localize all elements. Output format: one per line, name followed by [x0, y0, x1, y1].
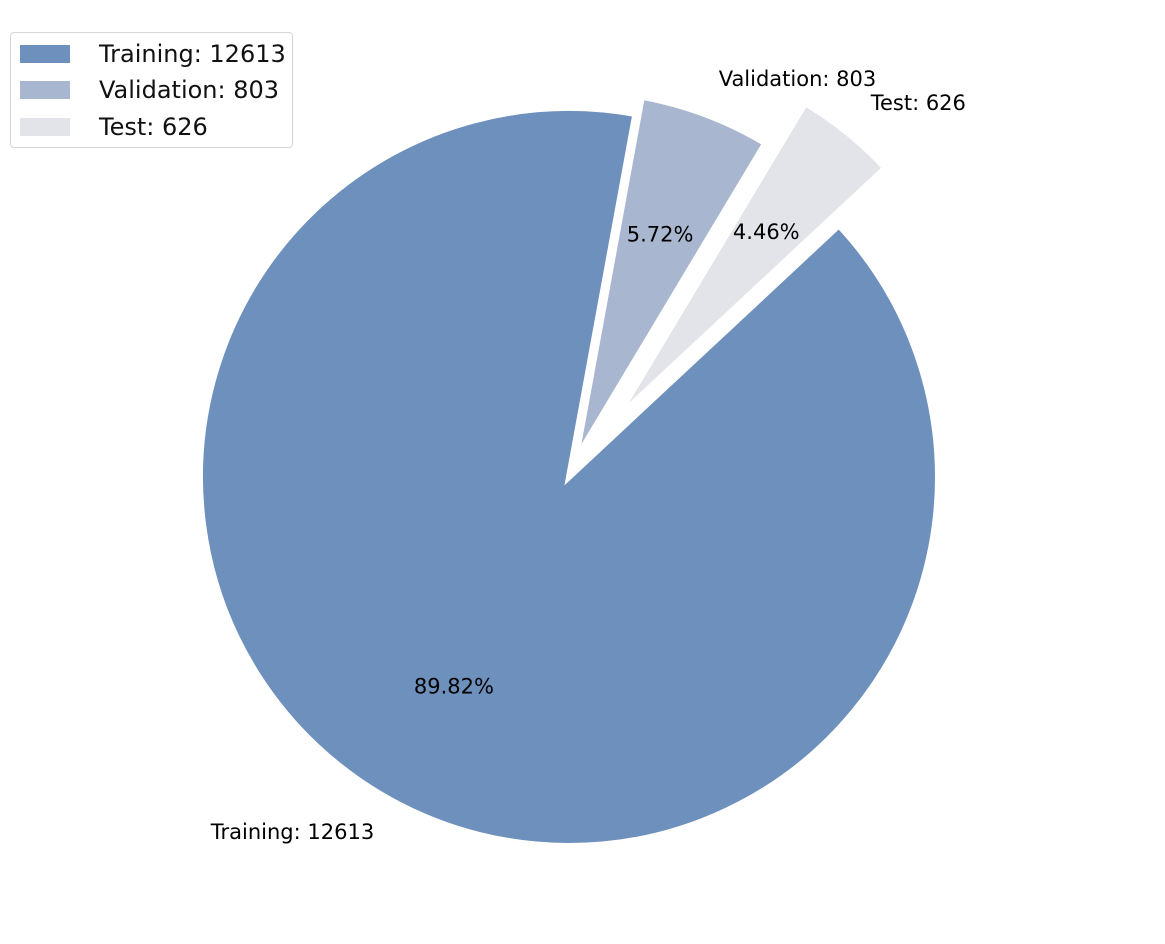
legend-label-validation: Validation: 803 — [99, 76, 280, 104]
pie-slice-training — [197, 105, 941, 849]
pie-slices — [197, 93, 941, 849]
legend-label-training: Training: 12613 — [99, 40, 286, 68]
pct-label-training: 89.82% — [414, 674, 494, 698]
pct-label-test: 4.46% — [733, 220, 800, 244]
slice-label-training: Training: 12613 — [210, 820, 374, 844]
slice-label-validation: Validation: 803 — [719, 67, 877, 91]
slice-label-test: Test: 626 — [870, 91, 966, 115]
pct-label-validation: 5.72% — [627, 222, 694, 246]
legend: Training: 12613 Validation: 803 Test: 62… — [10, 32, 293, 148]
legend-swatch-test — [20, 118, 70, 136]
pie-labels: Training: 12613 89.82% Validation: 803 5.72… — [210, 67, 966, 844]
legend-swatch-validation — [20, 81, 70, 99]
legend-label-test: Test: 626 — [99, 113, 208, 141]
legend-swatch-training — [20, 45, 70, 63]
legend-item-test: Test: 626 — [20, 112, 290, 142]
legend-item-training: Training: 12613 — [20, 39, 290, 69]
pie-slice-validation — [572, 93, 770, 462]
pie-slice-test — [612, 99, 890, 422]
legend-item-validation: Validation: 803 — [20, 75, 290, 105]
